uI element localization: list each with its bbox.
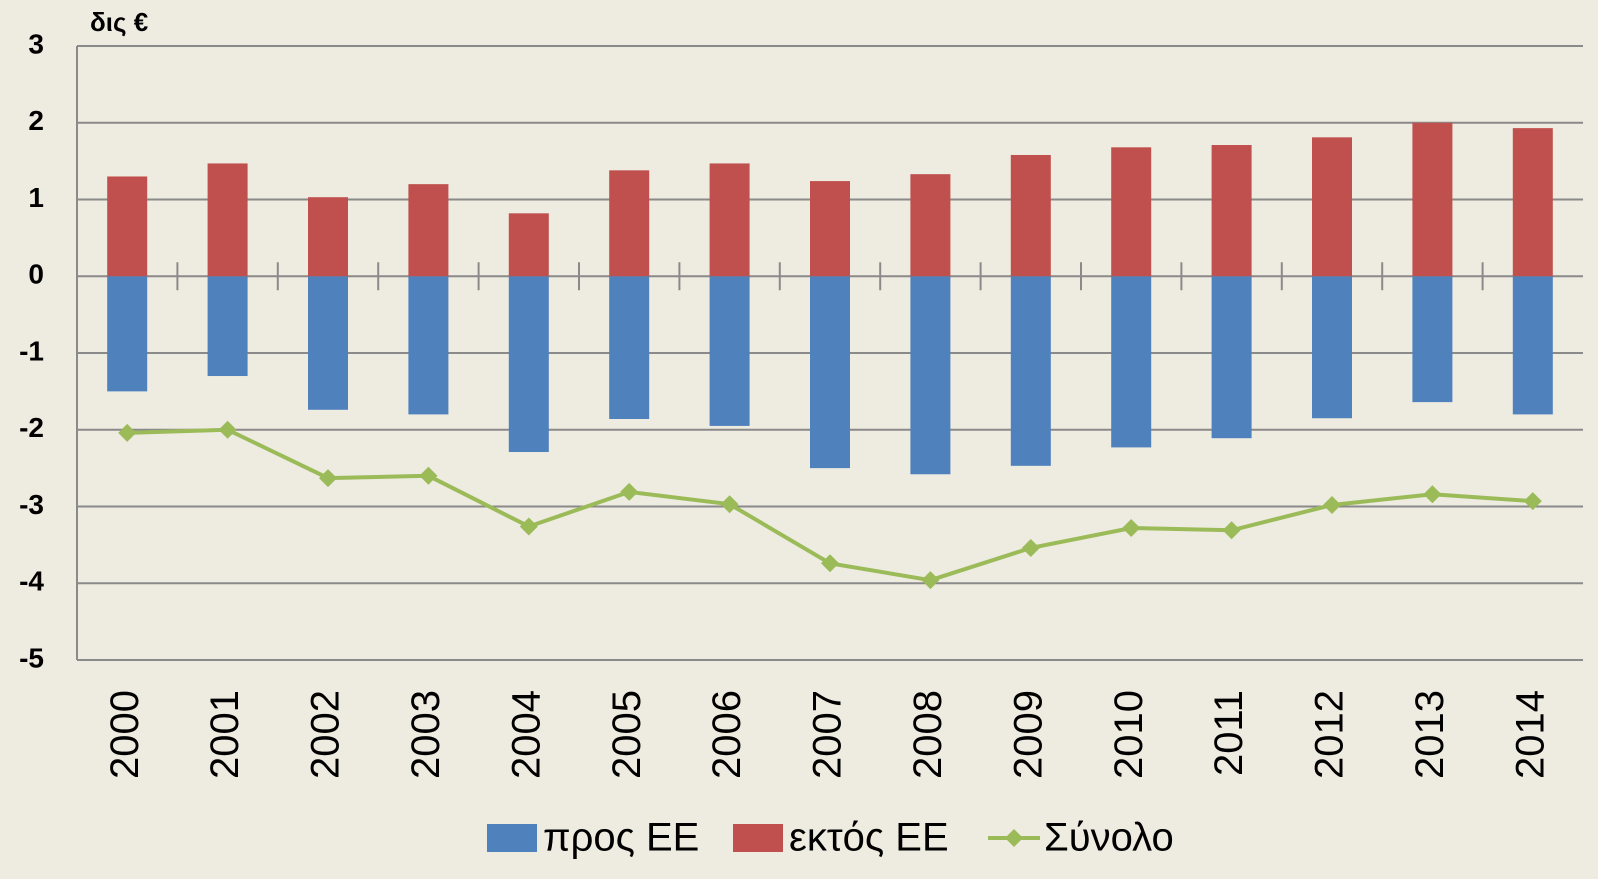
- marker: [620, 482, 639, 501]
- marker: [419, 466, 438, 485]
- marker: [218, 420, 237, 439]
- y-tick-label: 1: [28, 182, 44, 213]
- marker: [1122, 518, 1141, 537]
- x-tick-label: 2000: [103, 690, 147, 779]
- marker: [118, 423, 137, 442]
- bar: [709, 163, 750, 277]
- x-tick-label: 2006: [705, 690, 749, 779]
- y-tick-label: -1: [19, 335, 44, 366]
- bar: [609, 170, 650, 277]
- marker: [319, 469, 337, 488]
- bar: [810, 276, 850, 469]
- marker: [1423, 485, 1442, 504]
- bar: [1412, 276, 1453, 403]
- x-tick-label: 2013: [1408, 690, 1452, 779]
- legend-swatch: [733, 824, 783, 852]
- x-tick-label: 2007: [806, 690, 850, 779]
- x-tick-label: 2001: [203, 690, 247, 779]
- marker: [1021, 538, 1040, 557]
- legend-label: Σύνολο: [1044, 816, 1174, 860]
- marker: [720, 495, 739, 514]
- y-unit-label: δις €: [90, 7, 148, 37]
- y-tick-label: -3: [19, 489, 44, 520]
- x-tick-label: 2009: [1006, 690, 1050, 779]
- bar: [1010, 276, 1051, 466]
- bar: [810, 181, 850, 277]
- bar: [1111, 276, 1152, 448]
- bar: [408, 184, 449, 277]
- marker: [1222, 521, 1241, 540]
- y-tick-label: -2: [19, 412, 44, 443]
- y-tick-label: 3: [28, 28, 44, 59]
- bar: [910, 276, 951, 475]
- legend-marker: [1005, 829, 1023, 847]
- legend-label: εκτός ΕΕ: [789, 816, 949, 860]
- bar: [508, 213, 549, 277]
- marker: [519, 517, 538, 536]
- bar: [508, 276, 549, 453]
- x-tick-label: 2003: [404, 690, 448, 779]
- x-tick-label: 2014: [1508, 690, 1552, 779]
- bar: [1412, 122, 1453, 277]
- x-tick-label: 2002: [304, 690, 348, 779]
- bar: [910, 174, 951, 277]
- bar: [709, 276, 750, 426]
- marker: [1323, 495, 1341, 514]
- x-tick-label: 2004: [504, 690, 548, 779]
- x-tick-label: 2010: [1107, 690, 1151, 779]
- bar: [308, 276, 348, 410]
- bar: [308, 197, 348, 277]
- bar: [1512, 128, 1553, 277]
- y-tick-label: -4: [19, 566, 44, 597]
- x-tick-label: 2008: [906, 690, 950, 779]
- bar: [408, 276, 449, 415]
- marker: [821, 554, 839, 573]
- bar: [1312, 137, 1352, 277]
- marker: [1523, 492, 1542, 511]
- x-tick-label: 2012: [1308, 690, 1352, 779]
- y-tick-label: -5: [19, 642, 44, 673]
- bar: [1211, 276, 1252, 439]
- marker: [921, 571, 940, 590]
- bar: [1512, 276, 1553, 415]
- bar: [1111, 147, 1152, 277]
- y-tick-label: 0: [28, 259, 44, 290]
- bar: [107, 276, 148, 392]
- bar: [1312, 276, 1352, 419]
- legend-swatch: [487, 824, 537, 852]
- x-tick-label: 2005: [605, 690, 649, 779]
- y-tick-label: 2: [28, 105, 44, 136]
- bar: [107, 176, 148, 277]
- bar: [207, 163, 248, 277]
- legend-label: προς ΕΕ: [543, 816, 699, 860]
- bar: [207, 276, 248, 377]
- bar: [609, 276, 650, 420]
- x-tick-label: 2011: [1207, 690, 1251, 776]
- bar: [1211, 145, 1252, 277]
- bar: [1010, 154, 1051, 277]
